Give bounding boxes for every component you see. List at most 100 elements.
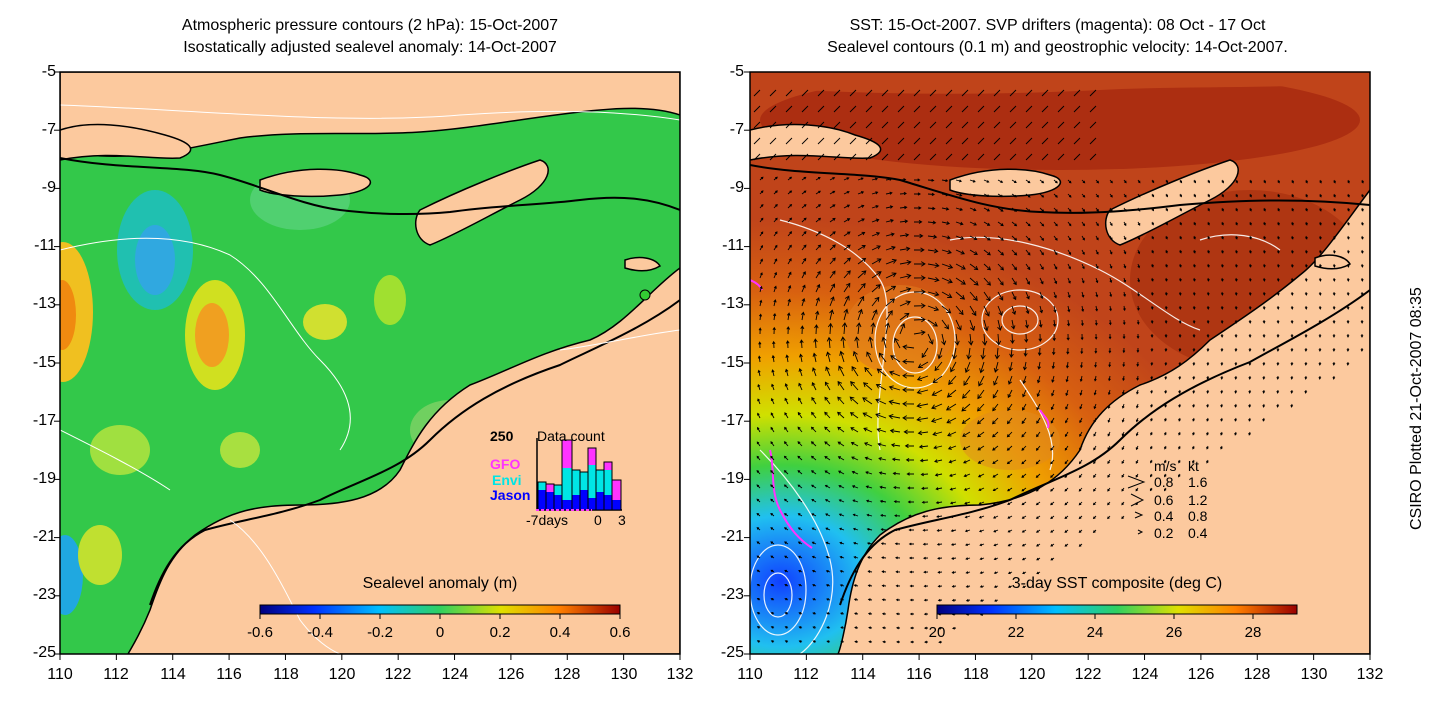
inset-y-max-label: 250 bbox=[490, 428, 514, 444]
sst-colorbar-label: 24 bbox=[1086, 624, 1104, 641]
velocity-arrow bbox=[1051, 389, 1055, 397]
velocity-arrow bbox=[908, 528, 914, 532]
velocity-arrow bbox=[1360, 305, 1364, 310]
velocity-arrow bbox=[817, 89, 825, 97]
velocity-arrow bbox=[945, 153, 953, 161]
velocity-arrow bbox=[894, 337, 901, 349]
velocity-arrow bbox=[1053, 235, 1058, 241]
velocity-arrow bbox=[1123, 249, 1127, 255]
velocity-arrow bbox=[769, 89, 777, 97]
velocity-arrow bbox=[881, 556, 887, 560]
velocity-arrow bbox=[1206, 347, 1210, 352]
velocity-arrow bbox=[917, 361, 929, 369]
velocity-arrow bbox=[879, 499, 887, 503]
velocity-arrow bbox=[801, 121, 809, 129]
velocity-arrow bbox=[773, 285, 777, 293]
velocity-arrow bbox=[977, 431, 985, 438]
velocity-arrow bbox=[1025, 105, 1033, 113]
velocity-arrow bbox=[857, 270, 867, 279]
velocity-arrow bbox=[1164, 361, 1168, 366]
velocity-arrow bbox=[801, 257, 807, 265]
velocity-arrow bbox=[997, 319, 1003, 331]
velocity-arrow bbox=[797, 455, 803, 461]
velocity-arrow bbox=[1276, 361, 1280, 366]
velocity-arrow bbox=[783, 527, 789, 531]
velocity-arrow bbox=[882, 626, 887, 630]
velocity-arrow bbox=[1221, 179, 1224, 184]
velocity-arrow bbox=[1291, 207, 1294, 212]
velocity-arrow bbox=[1221, 207, 1224, 212]
velocity-arrow bbox=[1080, 361, 1083, 369]
velocity-arrow bbox=[977, 473, 985, 478]
velocity-arrow bbox=[1107, 389, 1111, 396]
velocity-arrow bbox=[853, 555, 859, 559]
velocity-arrow bbox=[1178, 277, 1182, 282]
velocity-arrow bbox=[941, 193, 949, 197]
velocity-arrow bbox=[829, 309, 835, 321]
velocity-arrow bbox=[1107, 515, 1111, 520]
velocity-arrow bbox=[878, 456, 887, 461]
velocity-arrow bbox=[867, 612, 873, 616]
velocity-arrow bbox=[1067, 235, 1072, 241]
velocity-arrow bbox=[1011, 207, 1018, 212]
velocity-legend-kt: 0.8 bbox=[1188, 508, 1208, 524]
velocity-arrow bbox=[1039, 291, 1044, 299]
velocity-arrow bbox=[1050, 431, 1055, 438]
velocity-arrow bbox=[1022, 375, 1027, 385]
velocity-arrow bbox=[1050, 445, 1055, 451]
velocity-arrow bbox=[871, 309, 878, 321]
velocity-arrow bbox=[910, 640, 914, 644]
velocity-arrow bbox=[909, 556, 914, 560]
velocity-arrow bbox=[1121, 473, 1125, 478]
velocity-arrow bbox=[1025, 89, 1033, 97]
velocity-arrow bbox=[1021, 501, 1027, 506]
left-title-line1: Atmospheric pressure contours (2 hPa): 1… bbox=[181, 17, 559, 34]
velocity-arrow bbox=[824, 441, 831, 447]
velocity-arrow bbox=[1319, 193, 1322, 198]
velocity-arrow bbox=[945, 105, 953, 113]
velocity-arrow bbox=[839, 569, 845, 573]
velocity-arrow bbox=[969, 179, 976, 183]
velocity-arrow bbox=[1136, 319, 1140, 325]
velocity-arrow bbox=[784, 612, 789, 615]
velocity-arrow bbox=[934, 361, 943, 372]
velocity-arrow bbox=[993, 121, 1001, 129]
velocity-arrow bbox=[1206, 361, 1210, 366]
velocity-arrow bbox=[1039, 207, 1045, 212]
velocity-arrow bbox=[810, 441, 817, 447]
velocity-arrow bbox=[756, 512, 761, 517]
velocity-arrow bbox=[811, 382, 817, 391]
velocity-arrow bbox=[1136, 389, 1139, 395]
velocity-arrow bbox=[871, 191, 879, 195]
velocity-arrow bbox=[894, 514, 901, 518]
velocity-arrow bbox=[978, 375, 985, 387]
velocity-arrow bbox=[955, 179, 963, 183]
velocity-arrow bbox=[1039, 193, 1045, 198]
sst-colorbar-label: 26 bbox=[1165, 624, 1183, 641]
velocity-arrow bbox=[1248, 403, 1252, 408]
velocity-arrow bbox=[769, 153, 777, 161]
sla-colorbar-label: 0.2 bbox=[489, 624, 511, 641]
velocity-arrow bbox=[787, 176, 793, 181]
velocity-arrow bbox=[1079, 459, 1083, 465]
velocity-arrow bbox=[888, 399, 901, 405]
velocity-arrow bbox=[867, 570, 873, 573]
velocity-arrow bbox=[995, 333, 1002, 346]
velocity-arrow bbox=[843, 257, 851, 265]
velocity-arrow bbox=[1037, 361, 1041, 370]
velocity-arrow bbox=[826, 626, 831, 629]
velocity-arrow bbox=[1192, 319, 1196, 324]
velocity-arrow bbox=[1150, 445, 1153, 450]
velocity-arrow bbox=[889, 428, 901, 434]
velocity-arrow bbox=[961, 153, 969, 161]
velocity-arrow bbox=[1121, 431, 1125, 437]
velocity-arrow bbox=[1150, 375, 1154, 380]
velocity-arrow bbox=[839, 527, 845, 531]
velocity-arrow bbox=[1094, 361, 1097, 368]
velocity-arrow bbox=[885, 285, 897, 293]
velocity-arrow bbox=[997, 235, 1004, 241]
velocity-arrow bbox=[770, 541, 775, 545]
velocity-arrow bbox=[1079, 375, 1083, 382]
velocity-arrow bbox=[1095, 305, 1099, 312]
velocity-arrow bbox=[824, 381, 831, 391]
